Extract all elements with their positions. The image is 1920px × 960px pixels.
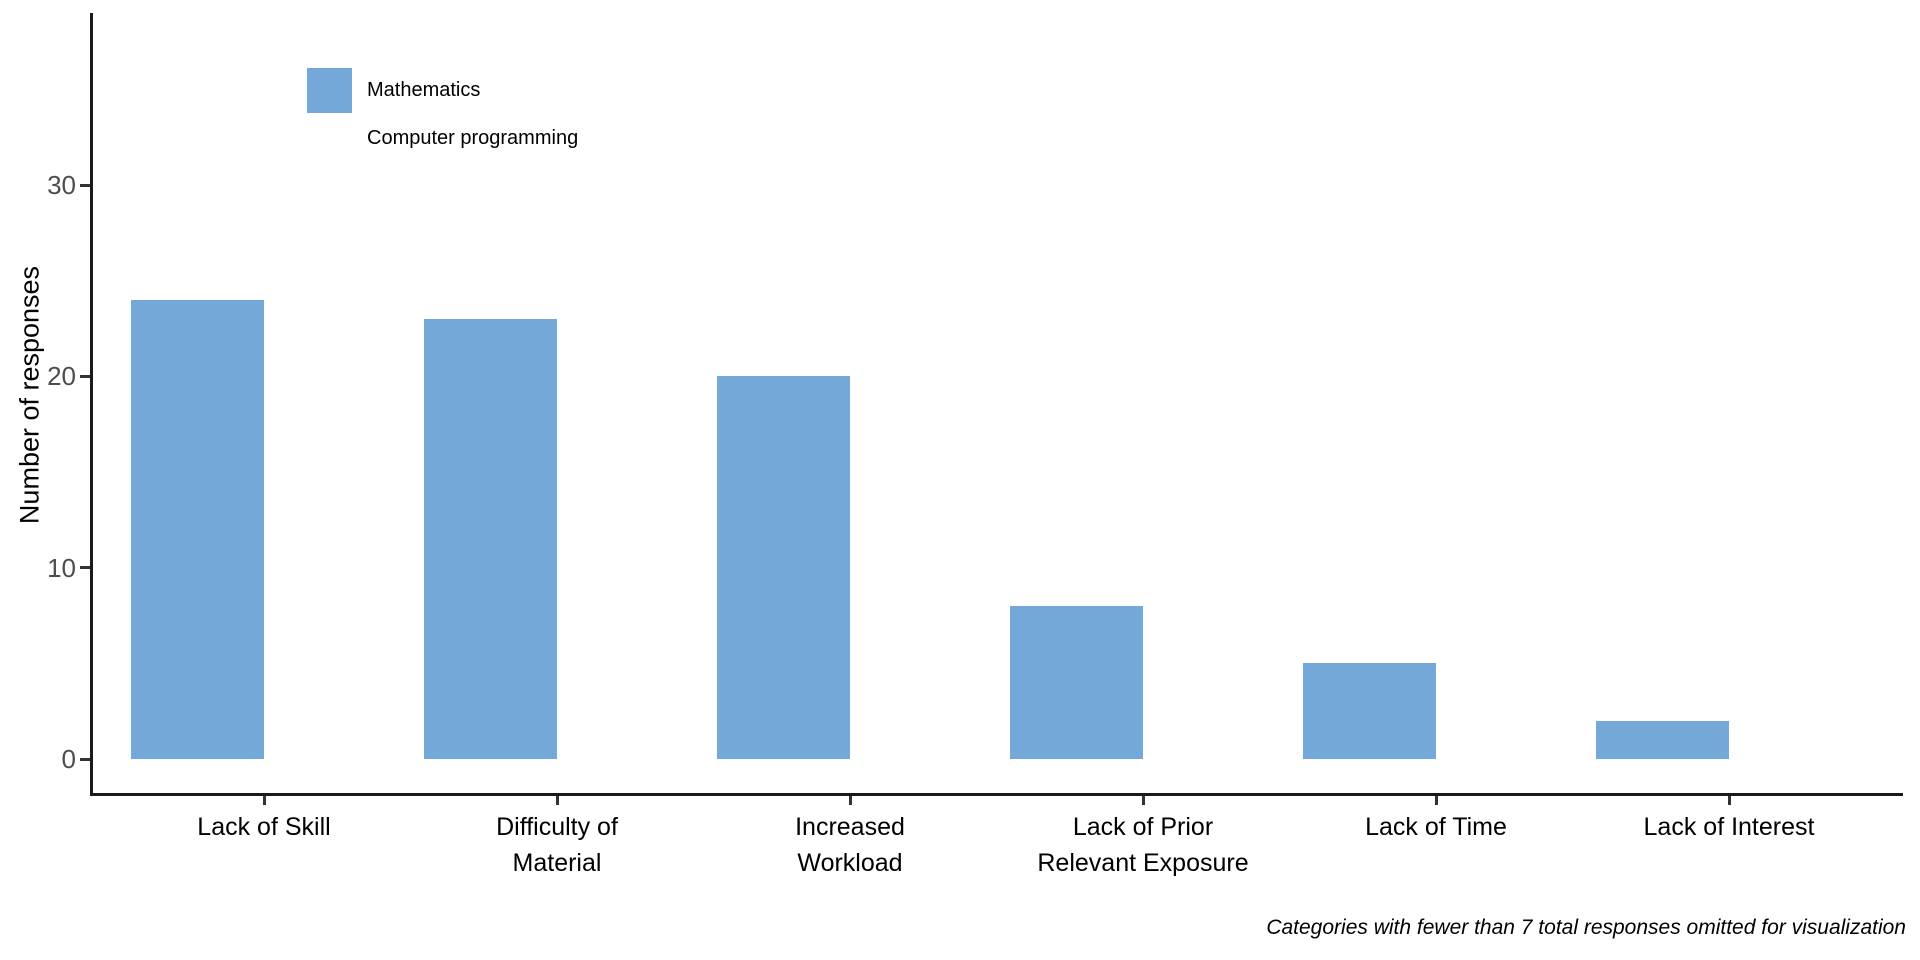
x-tick-label: Increased Workload <box>795 813 905 877</box>
y-tick-label: 0 <box>61 744 76 774</box>
legend-label: Computer programming <box>367 126 579 149</box>
x-axis-line <box>90 793 1903 796</box>
y-tick <box>80 566 90 570</box>
y-tick-label: 20 <box>47 361 76 392</box>
x-tick <box>1727 796 1731 805</box>
y-tick <box>80 374 90 378</box>
y-tick-label: 30 <box>47 170 76 201</box>
bar <box>1303 663 1436 759</box>
x-tick <box>262 796 266 805</box>
legend-key <box>307 115 352 161</box>
x-tick-label: Lack of Time <box>1365 813 1507 841</box>
legend-key <box>307 68 352 113</box>
x-tick-label: Lack of Skill <box>197 813 331 841</box>
bar <box>1010 605 1143 759</box>
y-axis-line <box>90 13 93 796</box>
bar <box>424 319 557 759</box>
x-tick <box>555 796 559 805</box>
bar <box>717 376 850 759</box>
x-tick <box>1141 796 1145 805</box>
x-tick <box>1434 796 1438 805</box>
legend-label: Mathematics <box>367 79 481 101</box>
bar <box>131 299 264 759</box>
caption: Categories with fewer than 7 total respo… <box>1266 916 1906 939</box>
y-tick-label: 10 <box>47 552 76 583</box>
y-tick <box>80 183 90 187</box>
y-tick <box>80 757 90 761</box>
x-tick-label: Lack of Prior Relevant Exposure <box>1037 813 1249 877</box>
x-tick-label: Lack of Interest <box>1643 813 1815 841</box>
x-tick <box>848 796 852 805</box>
bar <box>1596 720 1729 759</box>
x-tick-label: Difficulty of Material <box>496 813 618 877</box>
